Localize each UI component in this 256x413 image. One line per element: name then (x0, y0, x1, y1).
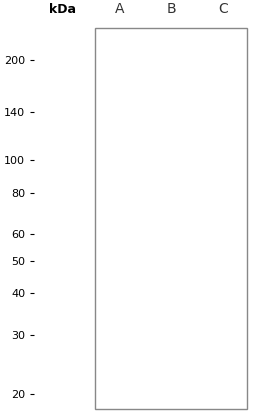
Text: C: C (218, 2, 228, 16)
Text: B: B (167, 2, 176, 16)
Text: kDa: kDa (49, 3, 76, 16)
Text: A: A (115, 2, 124, 16)
